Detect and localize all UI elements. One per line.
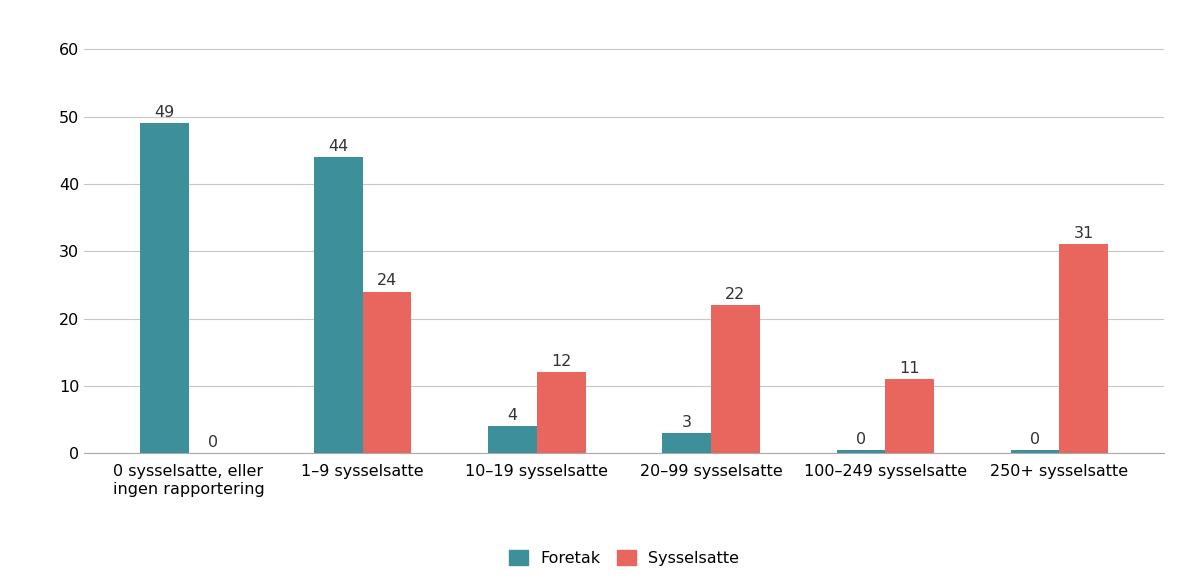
Text: 0: 0 — [1030, 432, 1040, 447]
Bar — [314, 157, 362, 453]
Bar — [886, 379, 934, 453]
Text: 44: 44 — [328, 139, 348, 153]
Text: 22: 22 — [725, 286, 745, 302]
Text: 3: 3 — [682, 415, 691, 429]
Bar — [836, 450, 886, 453]
Bar — [712, 305, 760, 453]
Bar — [362, 292, 412, 453]
Bar — [662, 433, 712, 453]
Bar — [1010, 450, 1060, 453]
Text: 49: 49 — [154, 105, 174, 120]
Text: 11: 11 — [900, 361, 920, 376]
Bar — [488, 426, 536, 453]
Bar — [536, 372, 586, 453]
Legend: Foretak, Sysselsatte: Foretak, Sysselsatte — [502, 544, 746, 572]
Text: 24: 24 — [377, 273, 397, 288]
Text: 0: 0 — [856, 432, 866, 447]
Bar — [1060, 245, 1109, 453]
Text: 4: 4 — [508, 408, 517, 423]
Text: 31: 31 — [1074, 226, 1094, 241]
Text: 0: 0 — [208, 435, 218, 450]
Text: 12: 12 — [551, 354, 571, 369]
Bar — [139, 123, 188, 453]
